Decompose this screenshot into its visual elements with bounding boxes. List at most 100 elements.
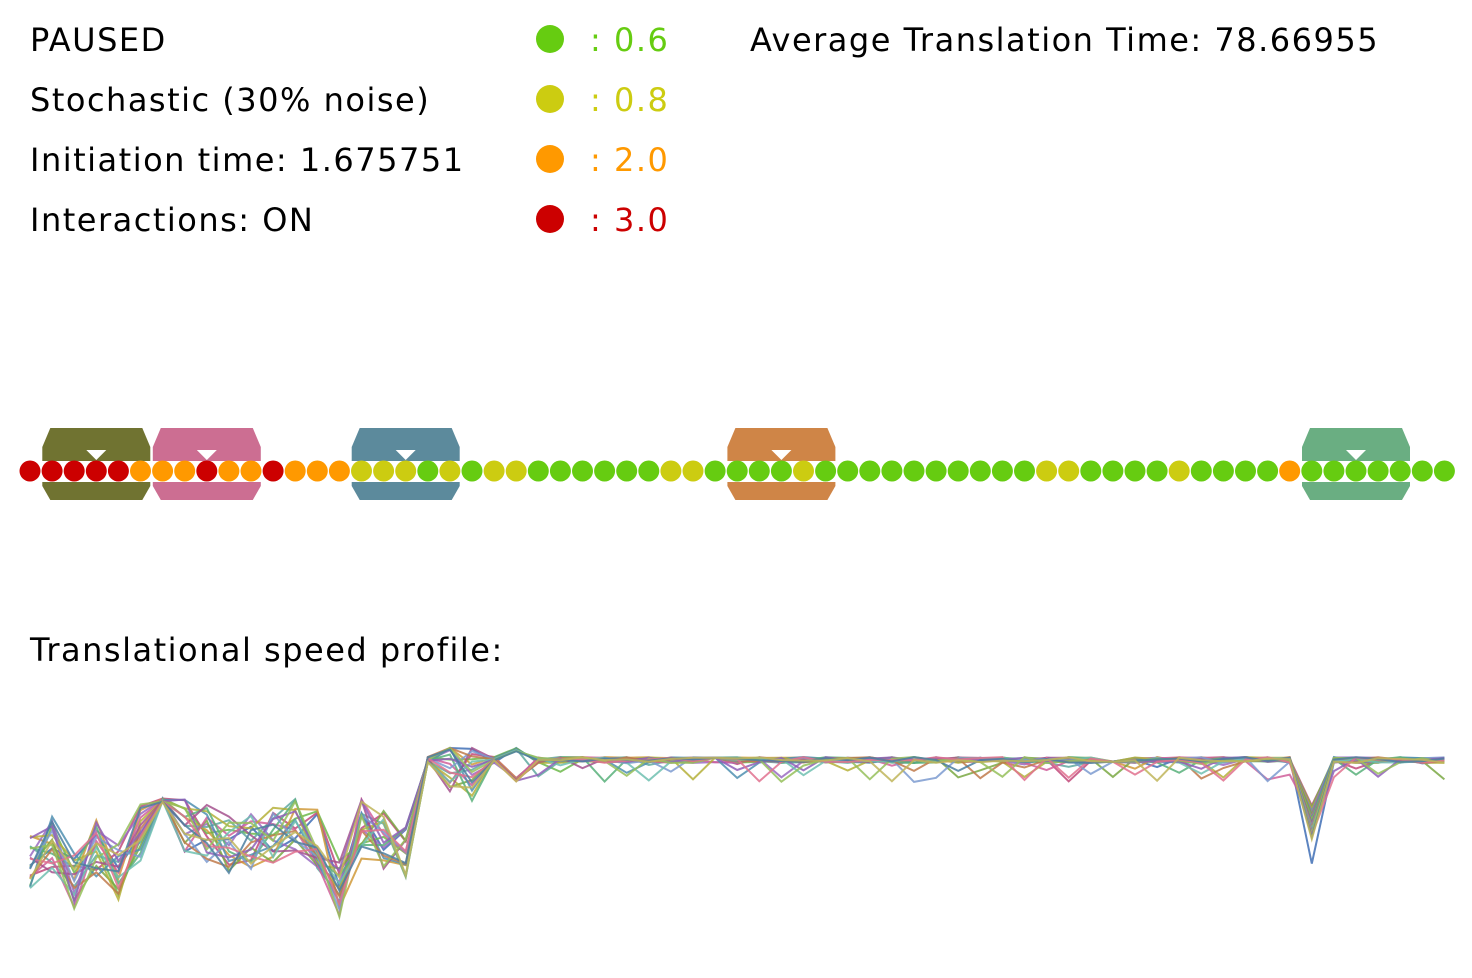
codon [1345, 460, 1367, 482]
codon [1301, 460, 1323, 482]
codon [527, 460, 549, 482]
ribosome-large-subunit [42, 428, 151, 461]
codon [1367, 460, 1389, 482]
codon [638, 460, 660, 482]
legend-label-2: : 2.0 [590, 141, 670, 179]
legend-dot-1 [536, 85, 564, 113]
ribosome-0 [42, 428, 151, 500]
codon [306, 460, 328, 482]
codon [505, 460, 527, 482]
speed-profile-series-7 [29, 756, 1445, 919]
speed-profile-series-12 [29, 749, 1445, 913]
codon [1124, 460, 1146, 482]
legend-label-0: : 0.6 [590, 21, 670, 59]
codon [770, 460, 792, 482]
codon [1235, 460, 1256, 482]
codon [726, 460, 748, 482]
ribosome-large-subunit [1302, 428, 1410, 461]
speed-profile-series-15 [29, 756, 1445, 906]
ribosome-1 [152, 428, 261, 500]
ribosome-small-subunit [152, 482, 261, 500]
codon [328, 460, 350, 482]
codon [660, 460, 682, 482]
mrna-simulation [19, 428, 1455, 500]
codon [174, 460, 196, 482]
average-translation-time: Average Translation Time: 78.66955 [750, 21, 1380, 59]
codon [748, 460, 770, 482]
codon [1058, 460, 1080, 482]
ribosome-site-marker [86, 450, 107, 460]
codon [1411, 460, 1433, 482]
codon [1257, 460, 1279, 482]
codon [616, 460, 638, 482]
codon [19, 460, 41, 482]
codon [351, 460, 372, 482]
codon [85, 460, 107, 482]
codon [793, 460, 814, 482]
codon [1014, 460, 1035, 482]
speed-profile-series-19 [29, 756, 1445, 880]
codon [991, 460, 1013, 482]
codon [947, 460, 969, 482]
codon [63, 460, 85, 482]
codon [107, 460, 129, 482]
codon [594, 460, 616, 482]
codon [925, 460, 947, 482]
ribosome-large-subunit [152, 428, 261, 461]
ribosome-4 [1302, 428, 1410, 500]
profile-title: Translational speed profile: [30, 631, 504, 669]
codon [682, 460, 704, 482]
codon [439, 460, 461, 482]
codon [130, 460, 151, 482]
ribosome-site-marker [1346, 450, 1366, 460]
ribosome-small-subunit [727, 482, 836, 500]
simulation-state: PAUSED [30, 21, 167, 59]
initiation-time: Initiation time: 1.675751 [30, 141, 465, 179]
ribosome-large-subunit [727, 428, 836, 461]
codon [196, 460, 218, 482]
codon [859, 460, 881, 482]
codon [1389, 460, 1411, 482]
codon [903, 460, 925, 482]
codon [218, 460, 240, 482]
codon [837, 460, 859, 482]
codon [395, 460, 417, 482]
codon [152, 460, 174, 482]
codon [284, 460, 306, 482]
legend-dot-3 [536, 205, 564, 233]
legend-dot-2 [536, 145, 564, 173]
legend-label-3: : 3.0 [590, 201, 670, 239]
codon [881, 460, 903, 482]
codon [572, 460, 593, 482]
ribosome-small-subunit [42, 482, 151, 500]
speed-profile-series-11 [29, 746, 1445, 876]
codon [417, 460, 439, 482]
codon [262, 460, 284, 482]
ribosome-3 [727, 428, 836, 500]
codon [549, 460, 571, 482]
codon [969, 460, 991, 482]
codon [815, 460, 837, 482]
noise-mode: Stochastic (30% noise) [30, 81, 431, 119]
ribosome-site-marker [395, 450, 416, 460]
codon [483, 460, 505, 482]
ribosome-large-subunit [351, 428, 460, 461]
codon [1279, 460, 1301, 482]
codon [1102, 460, 1124, 482]
codon [1036, 460, 1058, 482]
codon [461, 460, 483, 482]
codon [1080, 460, 1102, 482]
codon [1323, 460, 1345, 482]
codon [41, 460, 63, 482]
legend-label-1: : 0.8 [590, 81, 670, 119]
codon [240, 460, 262, 482]
ribosome-small-subunit [1302, 482, 1410, 500]
codon [1190, 460, 1212, 482]
codon [1168, 460, 1190, 482]
ribosome-site-marker [196, 450, 217, 460]
ribosome-small-subunit [351, 482, 460, 500]
codon [1433, 460, 1455, 482]
ribosome-site-marker [771, 450, 792, 460]
codon [373, 460, 395, 482]
